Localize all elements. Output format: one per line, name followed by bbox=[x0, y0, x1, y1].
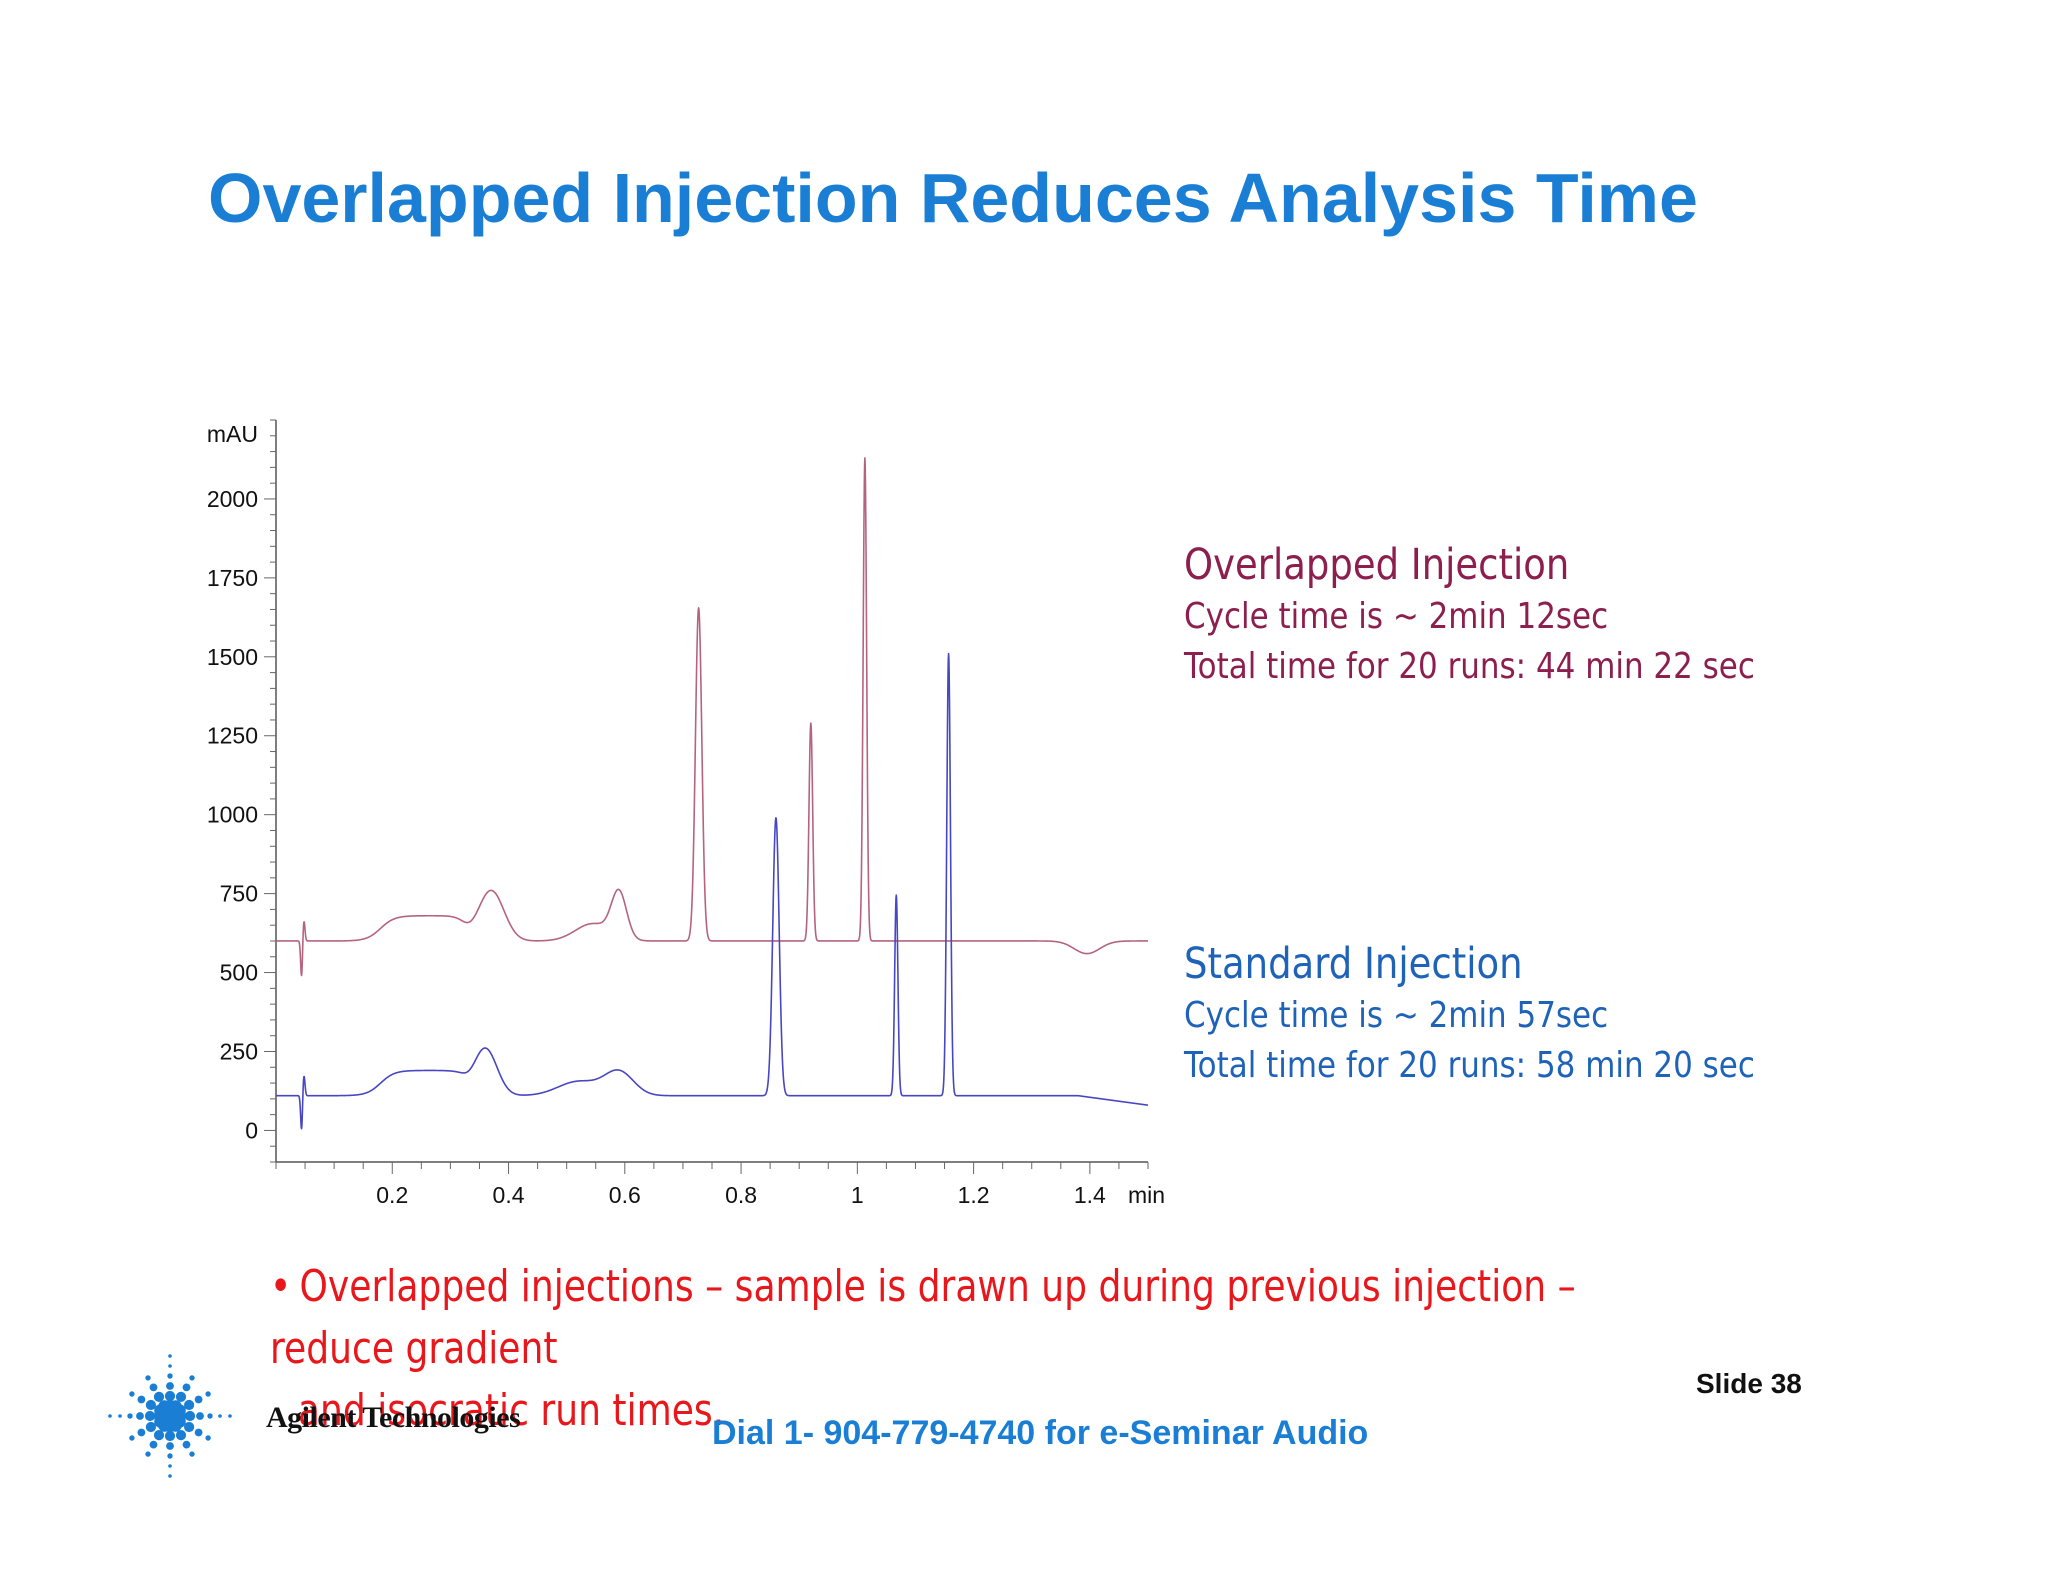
slide-title: Overlapped Injection Reduces Analysis Ti… bbox=[208, 159, 1698, 237]
logo-dot bbox=[149, 1440, 158, 1449]
x-tick-label: 0.2 bbox=[376, 1182, 408, 1208]
logo-dot bbox=[153, 1430, 165, 1441]
logo-dot bbox=[166, 1382, 174, 1390]
logo-dot bbox=[127, 1413, 133, 1419]
logo-dot bbox=[228, 1414, 232, 1418]
logo-dot bbox=[194, 1428, 203, 1437]
bullet-marker: • bbox=[270, 1261, 292, 1312]
logo-dot bbox=[184, 1410, 196, 1422]
legend-overlapped-title: Overlapped Injection bbox=[1184, 540, 1570, 590]
legend-overlapped-total: Total time for 20 runs: 44 min 22 sec bbox=[1184, 646, 1755, 687]
logo-dot bbox=[164, 1390, 176, 1402]
y-tick-label: 0 bbox=[245, 1117, 258, 1143]
y-tick-label: 250 bbox=[220, 1038, 258, 1064]
y-tick-label: 2000 bbox=[207, 486, 258, 512]
series-line-standard-injection bbox=[275, 652, 1149, 1130]
logo-dot bbox=[167, 1373, 173, 1379]
logo-dot bbox=[166, 1442, 174, 1450]
chart-axes bbox=[275, 420, 1148, 1163]
x-tick-label: 1.4 bbox=[1074, 1182, 1106, 1208]
logo-dot bbox=[108, 1414, 112, 1418]
x-tick-label: 1.2 bbox=[958, 1182, 990, 1208]
footer-audio-dial-in: Dial 1- 904-779-4740 for e-Seminar Audio bbox=[712, 1414, 1369, 1452]
logo-dot bbox=[189, 1451, 195, 1457]
legend-overlapped-injection: Overlapped Injection Cycle time is ~ 2mi… bbox=[1184, 538, 1755, 692]
x-tick-label: 0.4 bbox=[493, 1182, 525, 1208]
legend-standard-cycle: Cycle time is ~ 2min 57sec bbox=[1184, 995, 1609, 1036]
y-axis-label: mAU bbox=[207, 421, 258, 447]
logo-dot bbox=[167, 1453, 173, 1459]
logo-dot bbox=[144, 1410, 156, 1422]
logo-dot bbox=[168, 1354, 172, 1358]
logo-dot bbox=[164, 1430, 176, 1442]
legend-standard-total: Total time for 20 runs: 58 min 20 sec bbox=[1184, 1045, 1755, 1086]
y-tick-label: 500 bbox=[220, 960, 258, 986]
logo-dot bbox=[218, 1414, 222, 1418]
logo-dot bbox=[137, 1428, 146, 1437]
x-tick-label: 0.8 bbox=[725, 1182, 757, 1208]
logo-dot bbox=[136, 1412, 144, 1420]
logo-dot bbox=[175, 1391, 187, 1402]
logo-dot bbox=[205, 1391, 211, 1397]
logo-dot bbox=[145, 1451, 151, 1457]
bullet-text-1: Overlapped injections – sample is drawn … bbox=[270, 1261, 1576, 1374]
legend-standard-title: Standard Injection bbox=[1184, 939, 1523, 989]
chart-traces bbox=[275, 457, 1149, 1130]
logo-dot bbox=[149, 1383, 158, 1392]
chart-ticks bbox=[264, 419, 1149, 1174]
logo-dot bbox=[118, 1414, 122, 1418]
series-line-overlapped-injection bbox=[275, 457, 1149, 977]
logo-dot bbox=[129, 1391, 135, 1397]
logo-dot bbox=[184, 1399, 195, 1411]
logo-center-dot bbox=[162, 1408, 178, 1424]
logo-dot bbox=[189, 1375, 195, 1381]
logo-dot bbox=[137, 1395, 146, 1404]
logo-dot bbox=[153, 1391, 165, 1402]
logo-dot bbox=[129, 1435, 135, 1441]
y-tick-label: 1250 bbox=[207, 723, 258, 749]
y-tick-label: 1750 bbox=[207, 565, 258, 591]
logo-dot bbox=[194, 1395, 203, 1404]
logo-dot bbox=[184, 1421, 195, 1433]
x-axis-label: min bbox=[1128, 1182, 1165, 1208]
company-logo-text: Agilent Technologies bbox=[266, 1401, 521, 1434]
logo-dot bbox=[207, 1413, 213, 1419]
bullet-line-2: and isocratic run times. bbox=[297, 1385, 725, 1436]
logo-dot bbox=[175, 1430, 187, 1441]
x-tick-label: 1 bbox=[851, 1182, 864, 1208]
logo-dot bbox=[145, 1375, 151, 1381]
y-tick-label: 1000 bbox=[207, 802, 258, 828]
bullet-point: • Overlapped injections – sample is drawn… bbox=[270, 1256, 1590, 1442]
logo-dot bbox=[145, 1399, 156, 1411]
logo-dot bbox=[182, 1383, 191, 1392]
agilent-spark-logo-icon bbox=[108, 1354, 232, 1478]
legend-overlapped-cycle: Cycle time is ~ 2min 12sec bbox=[1184, 596, 1609, 637]
x-tick-label: 0.6 bbox=[609, 1182, 641, 1208]
y-tick-label: 1500 bbox=[207, 644, 258, 670]
chart-labels: 0 250 500 750 1000 1250 1500 1750 2000 0.2 0.4 0.6 0… bbox=[207, 421, 1165, 1208]
bullet-line-1: • Overlapped injections – sample is drawn… bbox=[270, 1256, 1590, 1380]
legend-standard-injection: Standard Injection Cycle time is ~ 2min … bbox=[1184, 937, 1755, 1091]
logo-dot bbox=[145, 1421, 156, 1433]
slide-number: Slide 38 bbox=[1696, 1368, 1802, 1399]
logo-dot bbox=[168, 1464, 172, 1468]
logo-dot bbox=[205, 1435, 211, 1441]
logo-dot bbox=[196, 1412, 204, 1420]
logo-dot bbox=[168, 1364, 172, 1368]
y-tick-label: 750 bbox=[220, 881, 258, 907]
logo-dot bbox=[168, 1474, 172, 1478]
logo-dot bbox=[182, 1440, 191, 1449]
